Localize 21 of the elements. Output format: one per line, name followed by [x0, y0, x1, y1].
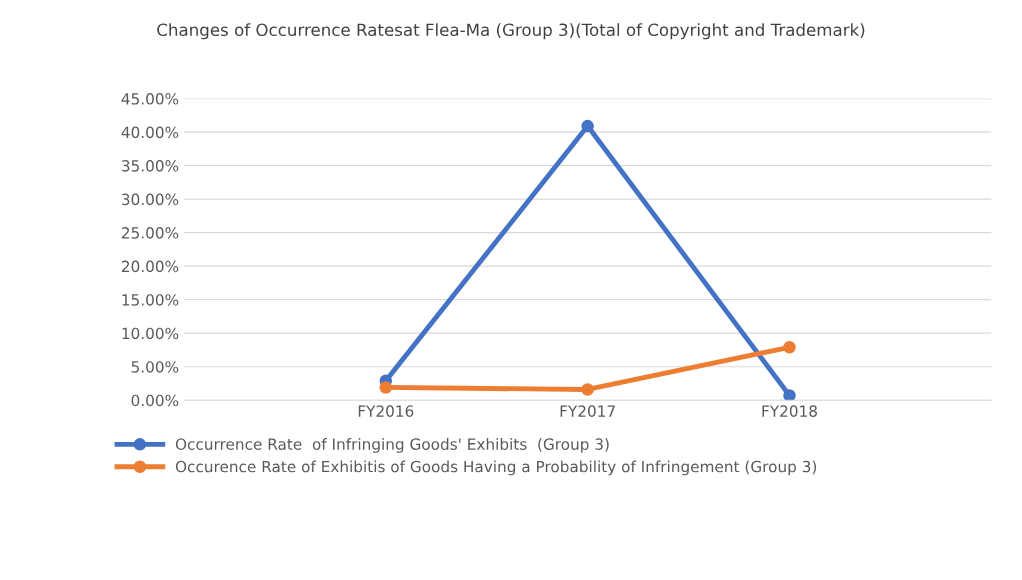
- y-tick-label: 15.00%: [122, 294, 179, 306]
- chart-title: Changes of Occurrence Ratesat Flea-Ma (Group 3)(Total of Copyright and Trademark): [157, 23, 865, 40]
- y-tick-label: 40.00%: [121, 126, 179, 139]
- y-tick-label: 10.00%: [122, 327, 179, 340]
- y-tick-label: 20.00%: [121, 260, 179, 273]
- y-tick-label: 35.00%: [122, 160, 179, 172]
- point: [581, 119, 594, 133]
- y-tick-label: 0.00%: [131, 394, 179, 407]
- x-tick-label: FY2018: [762, 405, 817, 417]
- point: [783, 389, 796, 401]
- legend-label: Occurrence Rate of Infringing Goods' Exhibits (Group 3): [175, 438, 609, 453]
- x-tick-label: FY2016: [358, 405, 414, 417]
- y-tick-label: 25.00%: [121, 227, 179, 239]
- y-tick-label: 5.00%: [131, 361, 179, 373]
- point: [581, 383, 594, 396]
- point: [783, 341, 796, 354]
- y-tick-label: 45.00%: [121, 93, 179, 105]
- legend-label: Occurence Rate of Exhibitis of Goods Having a Probability of Infringement (Group 3): [175, 460, 817, 476]
- point: [379, 381, 393, 394]
- x-tick-label: FY2017: [560, 405, 615, 417]
- y-tick-label: 30.00%: [122, 193, 179, 206]
